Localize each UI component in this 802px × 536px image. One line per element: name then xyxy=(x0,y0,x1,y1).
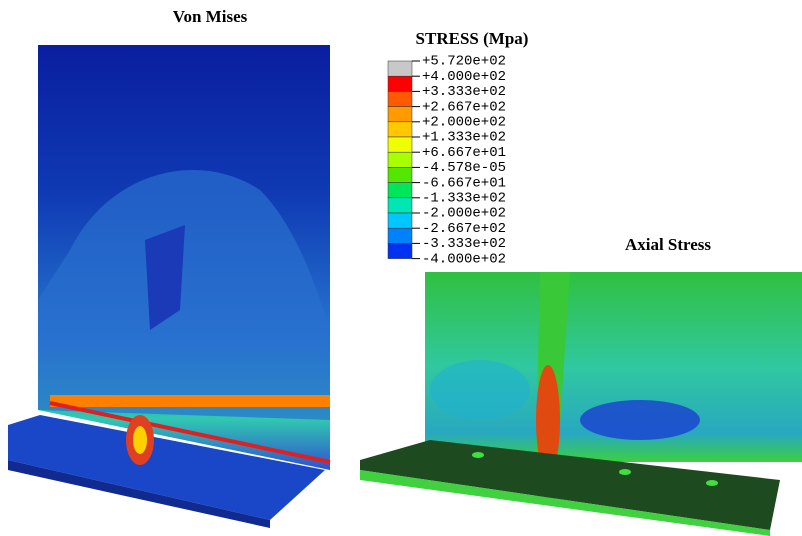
figure: Von Mises Axial Stress STRESS (Mpa) +5.7… xyxy=(0,0,802,536)
legend-swatch xyxy=(388,61,412,76)
legend-label: +5.720e+02 xyxy=(422,54,506,70)
legend-swatch xyxy=(388,76,412,91)
legend-label: +6.667e+01 xyxy=(422,145,506,161)
axial-stress-model xyxy=(360,272,802,536)
legend-swatch xyxy=(388,107,412,122)
legend-label: -6.667e+01 xyxy=(422,175,506,191)
legend-swatch xyxy=(388,243,412,258)
legend-swatch xyxy=(388,91,412,106)
legend-title: STRESS (Mpa) xyxy=(416,29,529,48)
legend-swatch xyxy=(388,122,412,137)
legend-swatch xyxy=(388,167,412,182)
left-title: Von Mises xyxy=(173,7,248,26)
legend-swatch xyxy=(388,137,412,152)
legend-swatch xyxy=(388,183,412,198)
legend-label: -3.333e+02 xyxy=(422,236,506,252)
legend-label: -2.667e+02 xyxy=(422,221,506,237)
legend-label: -1.333e+02 xyxy=(422,191,506,207)
legend-label: +2.667e+02 xyxy=(422,99,506,115)
legend-label: +4.000e+02 xyxy=(422,69,506,85)
legend-label: +3.333e+02 xyxy=(422,84,506,100)
right-title: Axial Stress xyxy=(625,235,711,254)
legend-swatch xyxy=(388,213,412,228)
legend: +5.720e+02+4.000e+02+3.333e+02+2.667e+02… xyxy=(388,54,506,268)
von-mises-model xyxy=(8,45,330,528)
legend-label: -4.000e+02 xyxy=(422,251,506,267)
legend-swatch xyxy=(388,228,412,243)
legend-label: -2.000e+02 xyxy=(422,206,506,222)
legend-label: -4.578e-05 xyxy=(422,160,506,176)
legend-swatch xyxy=(388,198,412,213)
legend-swatch xyxy=(388,152,412,167)
legend-label: +1.333e+02 xyxy=(422,130,506,146)
legend-label: +2.000e+02 xyxy=(422,115,506,131)
